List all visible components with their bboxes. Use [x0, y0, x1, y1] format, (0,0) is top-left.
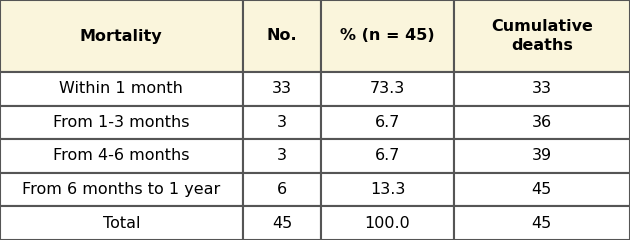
- Text: No.: No.: [266, 29, 297, 43]
- Bar: [0, 106, 243, 139]
- Bar: [0, 72, 243, 106]
- Bar: [243, 0, 321, 72]
- Text: 3: 3: [277, 115, 287, 130]
- Bar: [0, 206, 243, 240]
- Text: 73.3: 73.3: [370, 81, 405, 96]
- Text: 45: 45: [532, 216, 552, 231]
- Text: 33: 33: [532, 81, 552, 96]
- Bar: [454, 72, 630, 106]
- Bar: [321, 106, 454, 139]
- Bar: [0, 0, 243, 72]
- Bar: [454, 173, 630, 206]
- Bar: [321, 206, 454, 240]
- Text: 3: 3: [277, 149, 287, 163]
- Text: 33: 33: [272, 81, 292, 96]
- Bar: [243, 173, 321, 206]
- Bar: [321, 72, 454, 106]
- Text: Total: Total: [103, 216, 140, 231]
- Bar: [454, 0, 630, 72]
- Text: Within 1 month: Within 1 month: [59, 81, 183, 96]
- Bar: [243, 139, 321, 173]
- Bar: [321, 139, 454, 173]
- Bar: [454, 139, 630, 173]
- Text: 6.7: 6.7: [375, 149, 400, 163]
- Text: 13.3: 13.3: [370, 182, 405, 197]
- Bar: [243, 206, 321, 240]
- Bar: [454, 106, 630, 139]
- Bar: [0, 139, 243, 173]
- Bar: [0, 173, 243, 206]
- Text: % (n = 45): % (n = 45): [340, 29, 435, 43]
- Text: From 4-6 months: From 4-6 months: [53, 149, 190, 163]
- Text: 100.0: 100.0: [365, 216, 410, 231]
- Bar: [243, 106, 321, 139]
- Text: 36: 36: [532, 115, 552, 130]
- Text: Mortality: Mortality: [80, 29, 163, 43]
- Text: 6: 6: [277, 182, 287, 197]
- Text: From 6 months to 1 year: From 6 months to 1 year: [22, 182, 220, 197]
- Text: From 1-3 months: From 1-3 months: [53, 115, 190, 130]
- Text: 45: 45: [272, 216, 292, 231]
- Bar: [454, 206, 630, 240]
- Text: 45: 45: [532, 182, 552, 197]
- Text: Cumulative
deaths: Cumulative deaths: [491, 19, 593, 53]
- Bar: [321, 173, 454, 206]
- Bar: [243, 72, 321, 106]
- Bar: [321, 0, 454, 72]
- Text: 39: 39: [532, 149, 552, 163]
- Text: 6.7: 6.7: [375, 115, 400, 130]
